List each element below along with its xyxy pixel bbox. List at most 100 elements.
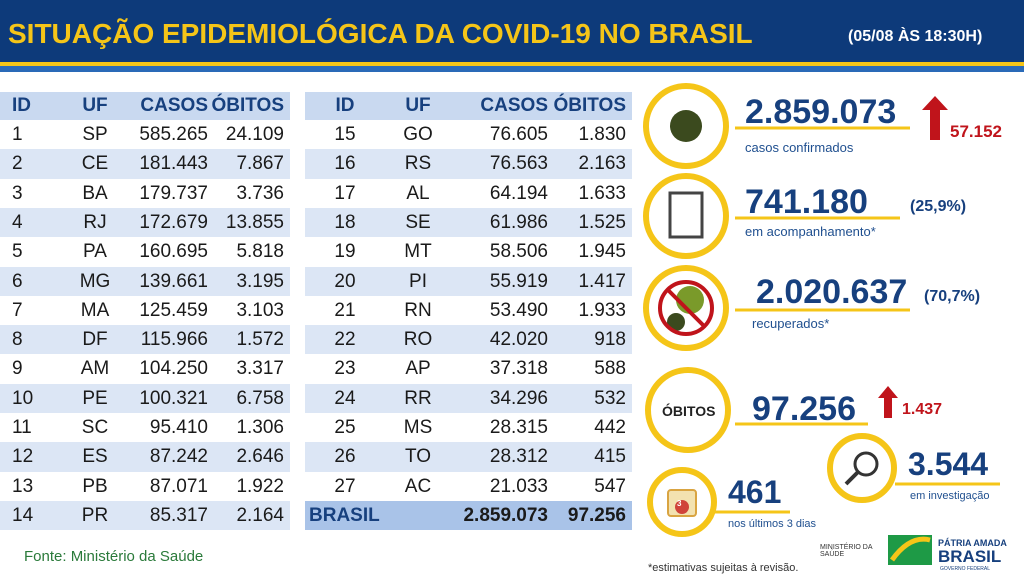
- total-deaths: 97.256: [567, 504, 626, 526]
- recovered-pct: (70,7%): [924, 288, 981, 305]
- cell: 76.605: [489, 124, 548, 145]
- row-bg: [305, 178, 632, 208]
- cell: BA: [82, 182, 108, 204]
- brand: BRASIL: [938, 547, 1002, 566]
- investigation-value: 3.544: [908, 446, 989, 482]
- table-header-bg: [0, 92, 290, 120]
- cell: 76.563: [489, 153, 548, 175]
- cell: 4: [12, 211, 23, 233]
- row-bg: [305, 266, 632, 296]
- last3-label: nos últimos 3 dias: [728, 518, 817, 530]
- cell: RJ: [83, 211, 107, 233]
- cell: 37.318: [489, 358, 548, 380]
- cell: 1.945: [578, 241, 626, 263]
- row-bg: [305, 207, 632, 238]
- cell: 5: [12, 241, 23, 263]
- cell: 58.506: [489, 241, 548, 263]
- cell: 8: [12, 329, 23, 351]
- last3-value: 461: [728, 474, 782, 510]
- cell: SP: [82, 124, 108, 145]
- row-bg: [305, 354, 632, 384]
- cell: 61.986: [489, 211, 548, 233]
- cell: 10: [12, 387, 34, 409]
- deaths-change: 1.437: [902, 401, 943, 418]
- cell: 16: [334, 153, 356, 175]
- cell: 100.321: [139, 387, 208, 409]
- cell: 2.646: [236, 446, 284, 468]
- cell: AC: [404, 475, 432, 497]
- cell: 15: [334, 124, 356, 145]
- cell: MS: [403, 417, 433, 438]
- cell: 85.317: [149, 504, 208, 526]
- table-header-bg: [305, 92, 632, 120]
- monitoring-pct: (25,9%): [910, 198, 967, 215]
- row-bg: [0, 120, 290, 150]
- cell: 26: [334, 446, 356, 468]
- cell: 160.695: [139, 241, 208, 263]
- row-bg: [305, 325, 632, 355]
- row-bg: [0, 237, 290, 267]
- cell: PA: [83, 241, 107, 263]
- column-header: ID: [12, 95, 31, 116]
- cell: 547: [594, 475, 626, 497]
- cell: 1.417: [578, 270, 626, 292]
- row-bg: [305, 442, 632, 472]
- row-bg: [0, 178, 290, 208]
- cell: MA: [80, 299, 110, 321]
- cell: AM: [80, 358, 110, 380]
- cell: 1.572: [236, 329, 284, 351]
- cell: 588: [594, 358, 626, 380]
- row-bg: [305, 295, 632, 326]
- cell: AL: [406, 182, 430, 204]
- cell: ES: [82, 446, 108, 468]
- date: (05/08 ÀS 18:30H): [848, 28, 983, 45]
- cell: MG: [79, 270, 111, 292]
- cell: 125.459: [139, 299, 208, 321]
- title: SITUAÇÃO EPIDEMIOLÓGICA DA COVID-19 NO B…: [8, 18, 753, 49]
- cell: 27: [334, 475, 356, 497]
- cell: 21: [334, 299, 356, 321]
- cell: 3.103: [236, 299, 284, 321]
- cell: 181.443: [139, 153, 208, 175]
- cell: AP: [405, 358, 431, 380]
- cell: RN: [404, 299, 432, 321]
- cell: 19: [334, 241, 356, 263]
- row-bg: [0, 149, 290, 179]
- cell: RS: [404, 153, 432, 175]
- cell: 22: [334, 329, 356, 351]
- row-bg: [0, 266, 290, 296]
- cell: GO: [403, 124, 433, 145]
- cell: TO: [404, 446, 432, 468]
- cell: 3: [12, 182, 23, 204]
- cell: PE: [82, 387, 108, 409]
- column-header: ID: [335, 95, 355, 116]
- row-bg: [0, 207, 290, 238]
- cell: 3.195: [236, 270, 284, 292]
- cell: 20: [334, 270, 356, 292]
- cell: DF: [82, 329, 108, 351]
- cell: 3.317: [236, 358, 284, 380]
- cell: 1.306: [236, 417, 284, 438]
- cell: 2.164: [236, 504, 284, 526]
- note: *estimativas sujeitas à revisão.: [648, 562, 799, 574]
- cell: MT: [404, 241, 432, 263]
- row-bg: [0, 413, 290, 443]
- row-bg: [305, 471, 632, 501]
- cell: 6.758: [236, 387, 284, 409]
- row-bg: [0, 442, 290, 472]
- cell: SC: [81, 417, 109, 438]
- cell: 25: [334, 417, 356, 438]
- row-bg: [305, 383, 632, 413]
- cell: 12: [12, 446, 34, 468]
- column-header: UF: [82, 95, 108, 116]
- cell: 87.071: [149, 475, 208, 497]
- cell: PB: [82, 475, 108, 497]
- cell: 415: [594, 446, 626, 468]
- cell: 172.679: [139, 211, 208, 233]
- column-header: UF: [405, 95, 431, 116]
- cell: 1.922: [236, 475, 284, 497]
- stripe: [0, 62, 1024, 66]
- cell: 87.242: [149, 446, 208, 468]
